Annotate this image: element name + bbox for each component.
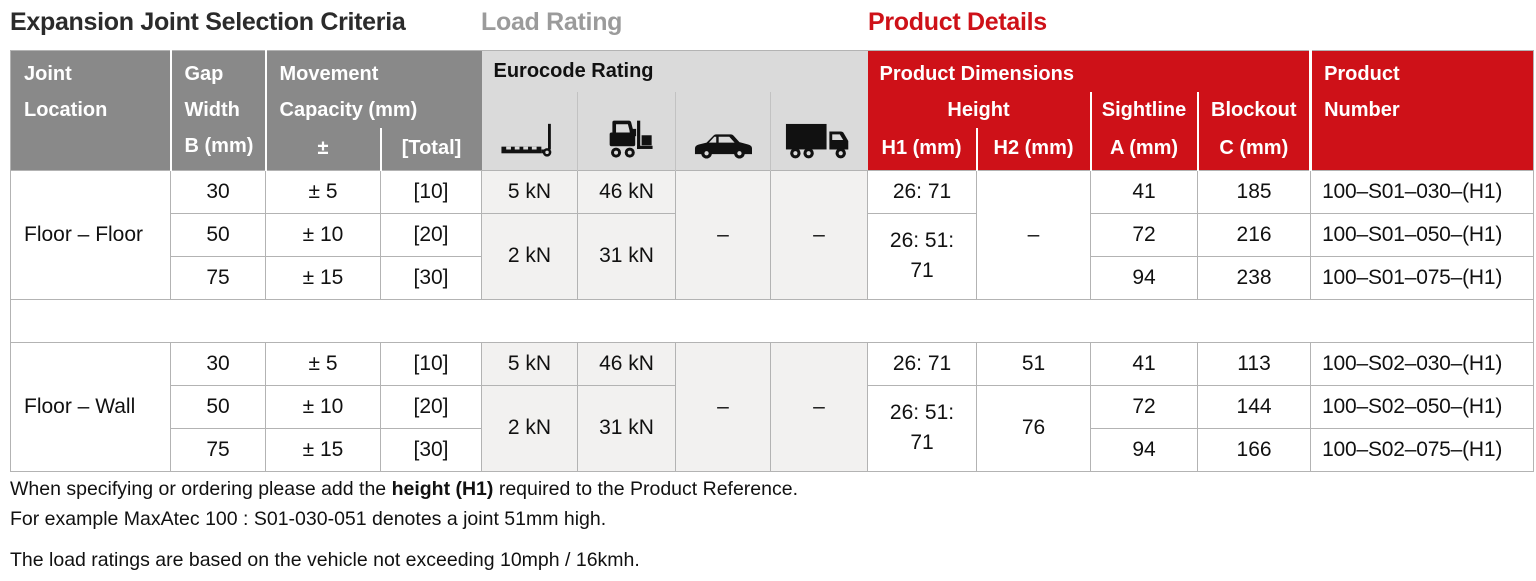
sightline-cell: 72 <box>1090 212 1199 257</box>
col-header-eurocode-rating: Eurocode Rating <box>481 50 868 92</box>
sightline-cell: 41 <box>1090 169 1199 214</box>
joint-location-cell: Floor – Wall <box>10 341 171 472</box>
h1-cell: 26: 71 <box>867 169 978 214</box>
h1-cell: 26: 71 <box>867 341 978 386</box>
col-header-h1: H1 (mm) <box>867 128 977 170</box>
spacer-cell <box>9 298 1535 343</box>
joint-location-cell: Floor – Floor <box>10 169 171 300</box>
page-title: Expansion Joint Selection Criteria <box>10 8 406 36</box>
movement-pm-cell: ± 15 <box>265 255 381 300</box>
table-row: 50 ± 10 [20] 2 kN 31 kN 26: 51: 71 76 72… <box>11 384 1535 472</box>
table-row: 75 ± 15 [30] 94 238 100–S01–075–(H1) <box>11 255 1535 300</box>
col-header-height: Height <box>867 92 1091 128</box>
movement-total-cell: [30] <box>380 427 482 472</box>
col-header-total: [Total] <box>379 128 482 170</box>
note-height-bold: height (H1) <box>391 478 494 500</box>
col-header-pallet-truck <box>481 92 578 170</box>
col-header-plus-minus: ± <box>264 128 381 170</box>
movement-total-cell: [20] <box>380 384 482 429</box>
gap-width-cell: 30 <box>170 169 266 214</box>
col-header-c: C (mm) <box>1196 128 1311 170</box>
movement-total-cell: [10] <box>380 169 482 214</box>
movement-pm-cell: ± 15 <box>265 427 381 472</box>
product-details-title: Product Details <box>868 8 1047 36</box>
sightline-cell: 41 <box>1090 341 1199 386</box>
product-number-cell: 100–S01–050–(H1) <box>1310 212 1535 257</box>
movement-total-cell: [20] <box>380 212 482 257</box>
table-row: Floor – Wall 30 ± 5 [10] 5 kN 46 kN – – … <box>10 341 1535 472</box>
sightline-cell: 72 <box>1090 384 1199 429</box>
blockout-cell: 144 <box>1197 384 1312 429</box>
note-ordering: When specifying or ordering please add t… <box>10 478 798 500</box>
product-number-cell: 100–S02–050–(H1) <box>1310 384 1535 429</box>
movement-pm-cell: ± 10 <box>265 212 381 257</box>
forklift-icon <box>609 120 653 158</box>
blockout-cell: 166 <box>1197 427 1312 472</box>
blockout-cell: 216 <box>1197 212 1312 257</box>
product-number-cell: 100–S01–075–(H1) <box>1310 255 1535 300</box>
movement-pm-cell: ± 10 <box>265 384 381 429</box>
movement-pm-cell: ± 5 <box>265 169 381 214</box>
col-header-truck <box>769 92 868 170</box>
movement-pm-cell: ± 5 <box>265 341 381 386</box>
note-load-rating: The load ratings are based on the vehicl… <box>10 549 640 571</box>
pallet-rating-cell: 2 kN <box>481 212 578 300</box>
note-example: For example MaxAtec 100 : S01-030-051 de… <box>10 508 607 530</box>
blockout-cell: 185 <box>1197 169 1312 214</box>
product-number-cell: 100–S01–030–(H1) <box>1310 169 1535 214</box>
car-rating-cell: – <box>675 341 771 472</box>
sightline-cell: 94 <box>1090 427 1199 472</box>
h2-cell: 51 <box>976 341 1092 386</box>
table-row: Floor – Floor 30 ± 5 [10] 5 kN 46 kN – –… <box>10 169 1535 300</box>
car-icon <box>694 133 752 159</box>
col-header-product-dimensions: Product Dimensions <box>867 50 1311 92</box>
pallet-rating-cell: 5 kN <box>481 341 578 386</box>
forklift-rating-cell: 46 kN <box>577 341 676 386</box>
h1-cell: 26: 51: 71 <box>867 384 978 472</box>
product-number-cell: 100–S02–075–(H1) <box>1310 427 1535 472</box>
col-header-h2: H2 (mm) <box>975 128 1091 170</box>
selection-criteria-table: Joint Location Gap Width B (mm) Movement… <box>9 50 1535 472</box>
sightline-cell: 94 <box>1090 255 1199 300</box>
gap-width-cell: 30 <box>170 341 266 386</box>
pallet-rating-cell: 5 kN <box>481 169 578 214</box>
truck-icon <box>786 123 849 158</box>
truck-rating-cell: – <box>769 169 869 300</box>
col-header-a: A (mm) <box>1089 128 1198 170</box>
blockout-cell: 238 <box>1197 255 1312 300</box>
footer-notes: When specifying or ordering please add t… <box>10 474 798 575</box>
col-header-gap-width: Gap Width B (mm) <box>169 50 266 170</box>
movement-total-cell: [10] <box>380 341 482 386</box>
forklift-rating-cell: 31 kN <box>577 212 676 300</box>
gap-width-cell: 75 <box>170 427 266 472</box>
pallet-rating-cell: 2 kN <box>481 384 578 472</box>
col-header-product-number: Product Number <box>1309 50 1534 170</box>
gap-width-cell: 75 <box>170 255 266 300</box>
blockout-cell: 113 <box>1197 341 1312 386</box>
spacer-row <box>9 298 1535 343</box>
col-header-blockout: Blockout <box>1196 92 1311 128</box>
gap-width-cell: 50 <box>170 212 266 257</box>
h2-cell: 76 <box>976 384 1092 472</box>
h1-cell: 26: 51: 71 <box>867 212 978 300</box>
col-header-forklift <box>577 92 676 170</box>
movement-total-cell: [30] <box>380 255 482 300</box>
pallet-truck-icon <box>501 123 552 157</box>
col-header-car <box>675 92 771 170</box>
truck-rating-cell: – <box>769 341 869 472</box>
gap-width-cell: 50 <box>170 384 266 429</box>
col-header-joint-location: Joint Location <box>10 50 171 170</box>
forklift-rating-cell: 46 kN <box>577 169 676 214</box>
table-row: 75 ± 15 [30] 94 166 100–S02–075–(H1) <box>11 427 1535 472</box>
h2-cell: – <box>976 169 1092 300</box>
forklift-rating-cell: 31 kN <box>577 384 676 472</box>
car-rating-cell: – <box>675 169 771 300</box>
col-header-movement-capacity: Movement Capacity (mm) <box>264 50 482 128</box>
table-row: 50 ± 10 [20] 2 kN 31 kN 26: 51: 71 72 21… <box>11 212 1535 300</box>
load-rating-title: Load Rating <box>481 8 623 36</box>
product-number-cell: 100–S02–030–(H1) <box>1310 341 1535 386</box>
col-header-sightline: Sightline <box>1089 92 1198 128</box>
